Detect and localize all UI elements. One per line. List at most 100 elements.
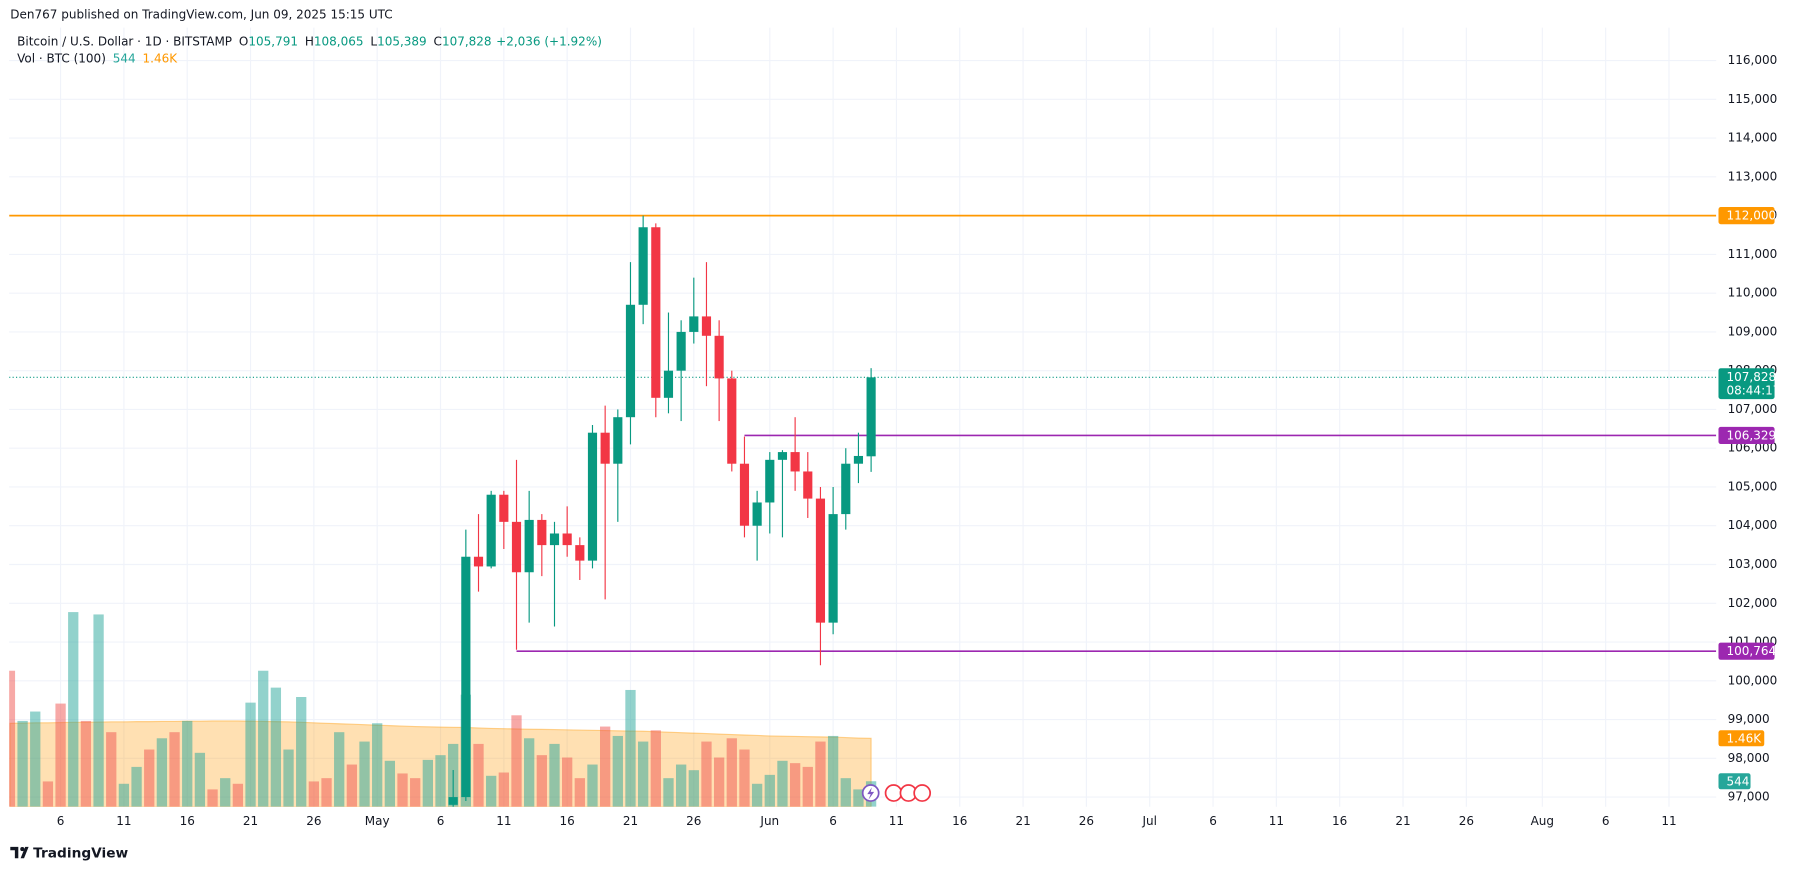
volume-legend: Vol · BTC (100) 544 1.46K — [17, 51, 178, 65]
candle-body — [777, 452, 788, 460]
ohlc-key: O — [239, 34, 248, 48]
y-tick-label: 103,000 — [1728, 557, 1778, 571]
x-tick-label: 16 — [952, 814, 967, 828]
volume-bar — [524, 738, 535, 807]
x-tick-label: 21 — [1395, 814, 1410, 828]
ohlc-key: H — [305, 34, 314, 48]
volume-bar — [612, 735, 623, 807]
volume-bar — [359, 741, 370, 807]
volume-bar — [435, 755, 446, 807]
x-tick-label: 11 — [116, 814, 131, 828]
level-label: 112,000 — [1726, 209, 1776, 223]
candle-body — [676, 331, 686, 371]
event-bolt — [867, 787, 875, 800]
ohlc-value: 108,065 — [314, 34, 364, 48]
volume-bar — [675, 764, 687, 807]
volume-bar — [600, 726, 611, 807]
y-tick-label: 109,000 — [1728, 324, 1778, 338]
x-tick-label: Aug — [1531, 814, 1554, 828]
y-tick-label: 106,000 — [1728, 441, 1778, 455]
volume-bar — [9, 670, 16, 807]
volume-bar — [384, 760, 396, 807]
candle-body — [473, 556, 484, 567]
candle-body — [727, 378, 737, 464]
candle-body — [765, 459, 775, 503]
candle-body — [613, 417, 623, 464]
volume-bar — [815, 741, 826, 807]
volume-ma-value: 1.46K — [143, 51, 179, 65]
grid — [9, 27, 1717, 807]
volume-bar — [308, 781, 320, 807]
last-price-box — [1718, 368, 1775, 400]
ohlc-key: L — [370, 34, 377, 48]
volume-bar — [840, 778, 851, 807]
volume-bar — [245, 702, 256, 807]
brand: TradingView — [33, 846, 128, 862]
volume-bar — [777, 760, 788, 807]
volume-bar — [663, 778, 674, 807]
volume-bar — [637, 741, 649, 807]
volume-bar — [118, 783, 130, 807]
volume-value: 544 — [113, 51, 136, 65]
footer-logo — [10, 846, 29, 859]
candle-body — [575, 545, 585, 561]
volume-bar — [562, 757, 573, 807]
volume-ma-box — [1718, 730, 1765, 747]
x-tick-label: 26 — [1459, 814, 1474, 828]
y-tick-label: 111,000 — [1728, 247, 1778, 261]
candle-body — [815, 498, 826, 623]
y-tick-label: 105,000 — [1728, 479, 1778, 493]
volume-bar — [650, 730, 661, 807]
volume-bar — [220, 778, 231, 807]
y-tick-label: 114,000 — [1728, 131, 1778, 145]
volume-bar — [751, 783, 763, 807]
volume-bar — [372, 723, 383, 807]
volume-bar — [625, 689, 636, 807]
volume-bar — [498, 772, 509, 807]
volume-bar — [511, 715, 522, 807]
candle-body — [663, 370, 674, 398]
x-tick-label: 21 — [243, 814, 258, 828]
ohlc-value: 107,828 — [442, 34, 492, 48]
y-tick-label: 115,000 — [1728, 92, 1778, 106]
volume-bar — [106, 732, 117, 807]
candle-body — [600, 432, 610, 464]
volume-bar — [473, 743, 484, 807]
volume-bar — [30, 711, 41, 807]
volume-bar — [726, 738, 737, 807]
volume-bar — [549, 743, 560, 807]
y-tick-label: 100,000 — [1728, 673, 1778, 687]
change: +2,036 (+1.92%) — [496, 34, 602, 48]
volume-bar — [80, 720, 92, 807]
volume-bar — [713, 757, 725, 807]
volume-bar — [93, 614, 104, 807]
candle-body — [841, 463, 851, 515]
x-tick-label: 6 — [57, 814, 65, 828]
x-tick-label: 11 — [1661, 814, 1676, 828]
logo-dot — [20, 847, 25, 852]
volume-bar — [296, 697, 307, 807]
volume-bar — [688, 770, 699, 807]
symbol: Bitcoin / U.S. Dollar · 1D · BITSTAMP — [17, 34, 232, 48]
volume-bar — [827, 735, 839, 807]
ohlc-value: 105,791 — [248, 34, 298, 48]
volume-label: 544 — [1726, 774, 1749, 788]
volume-bar — [334, 732, 345, 807]
volume-box — [1718, 773, 1751, 790]
x-tick-label: 21 — [623, 814, 638, 828]
ohlc-value: 105,389 — [377, 34, 427, 48]
candle-body — [638, 227, 648, 305]
candle-body — [752, 502, 762, 526]
volume-bar — [486, 775, 497, 807]
volume-bar — [789, 763, 801, 807]
volume-bar — [321, 778, 332, 807]
y-tick-label: 113,000 — [1728, 169, 1778, 183]
volume-bar — [422, 759, 433, 807]
x-tick-label: 16 — [560, 814, 575, 828]
volume-bar — [587, 764, 598, 807]
candle-body — [866, 377, 876, 457]
volume-bar — [42, 781, 54, 807]
x-tick-label: 11 — [496, 814, 511, 828]
